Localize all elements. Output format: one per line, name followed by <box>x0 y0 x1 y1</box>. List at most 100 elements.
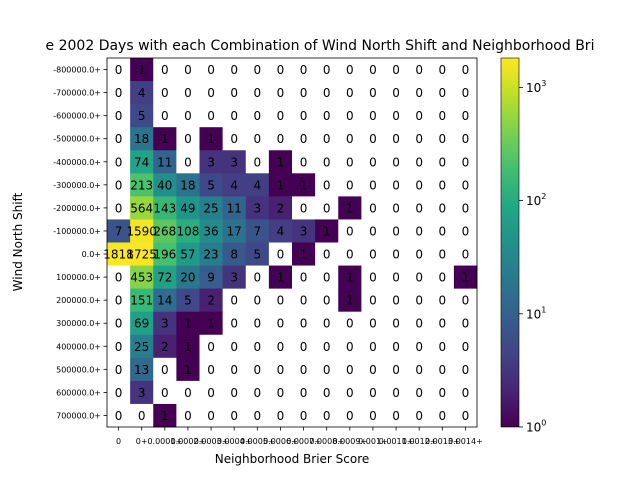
colorbar-tick-label: 100 <box>526 419 546 435</box>
cell-value-label: 0 <box>230 132 238 146</box>
cell-value-label: 0 <box>161 363 169 377</box>
heatmap-cell <box>361 334 385 359</box>
heatmap-cell <box>199 403 224 428</box>
heatmap-cell <box>315 150 339 174</box>
cell-value-label: 0 <box>184 86 192 100</box>
heatmap-cell <box>361 173 385 197</box>
heatmap-cell <box>292 380 316 405</box>
cell-value-label: 0 <box>323 155 331 169</box>
heatmap-cell <box>384 357 409 382</box>
cell-value-label: 0 <box>253 271 261 285</box>
cell-value-label: 0 <box>369 224 377 238</box>
cell-value-label: 0 <box>392 86 400 100</box>
heatmap-cell <box>453 58 478 82</box>
cell-value-label: 0 <box>392 363 400 377</box>
heatmap-cell <box>268 196 293 220</box>
heatmap-cell <box>338 242 362 266</box>
cell-value-label: 0 <box>392 132 400 146</box>
cell-value-label: 25 <box>203 201 218 215</box>
heatmap-cell <box>199 196 224 220</box>
heatmap-cell <box>222 219 247 243</box>
cell-value-label: 69 <box>134 317 149 331</box>
cell-value-label: 0 <box>184 63 192 77</box>
cell-value-label: 2 <box>161 340 169 354</box>
heatmap-cell <box>315 357 339 382</box>
heatmap-cell <box>430 265 455 290</box>
cell-value-label: 18 <box>134 132 149 146</box>
y-tick-label: 600000.0+ <box>56 388 101 397</box>
cell-value-label: 0 <box>392 409 400 423</box>
cell-value-label: 17 <box>227 224 242 238</box>
heatmap-cell <box>222 265 247 290</box>
heatmap-cell <box>153 196 177 220</box>
cell-value-label: 0 <box>438 109 446 123</box>
cell-value-label: 0 <box>462 132 470 146</box>
cell-value-label: 0 <box>462 409 470 423</box>
heatmap-cell <box>268 242 293 266</box>
cell-value-label: 0 <box>323 271 331 285</box>
cell-value-label: 0 <box>277 132 285 146</box>
cell-value-label: 0 <box>438 132 446 146</box>
x-tick-label: 0.0013+ <box>425 437 460 446</box>
heatmap-cell <box>222 81 247 105</box>
heatmap-cell <box>245 150 270 174</box>
cell-value-label: 0 <box>392 178 400 192</box>
cell-value-label: 0 <box>462 109 470 123</box>
cell-value-label: 0 <box>300 132 308 146</box>
heatmap-cell <box>315 173 339 197</box>
heatmap-cell <box>338 219 362 243</box>
heatmap-cell <box>199 104 224 128</box>
heatmap-cell <box>176 81 200 105</box>
colorbar-tick-label: 101 <box>526 305 546 321</box>
heatmap-cell <box>338 81 362 105</box>
heatmap-cell <box>107 311 131 336</box>
cell-value-label: 1 <box>277 271 285 285</box>
heatmap-cell <box>361 403 385 428</box>
cell-value-label: 72 <box>157 271 172 285</box>
heatmap-cell <box>153 104 177 128</box>
cell-value-label: 0 <box>207 409 215 423</box>
x-tick-label: 0.0007+ <box>286 437 321 446</box>
heatmap-cell <box>153 265 177 290</box>
cell-value-label: 0 <box>115 294 123 308</box>
heatmap-cell <box>384 104 409 128</box>
cell-value-label: 0 <box>438 86 446 100</box>
heatmap-cell <box>315 265 339 290</box>
heatmap-cell <box>268 219 293 243</box>
cell-value-label: 0 <box>207 340 215 354</box>
heatmap-cell <box>453 242 478 266</box>
heatmap-cell <box>407 334 432 359</box>
x-tick-label: 0.0005+ <box>240 437 275 446</box>
cell-value-label: 0 <box>346 178 354 192</box>
cell-value-label: 0 <box>462 63 470 77</box>
heatmap-cell <box>361 265 385 290</box>
heatmap-cell <box>430 58 455 82</box>
cell-value-label: 0 <box>462 201 470 215</box>
heatmap-cell <box>315 219 339 243</box>
heatmap-cell-labels: 0 1 0 0 0 0 0 0 0 0 0 0 0 0 0 00 4 0 0 0 0 0 0 0 0 0 0 0 0 0 00 5 0 0 0 0 0 0… <box>103 63 469 423</box>
cell-value-label: 0 <box>438 317 446 331</box>
heatmap-cell <box>384 334 409 359</box>
cell-value-label: 14 <box>157 294 172 308</box>
heatmap-cell <box>130 104 154 128</box>
cell-value-label: 4 <box>138 86 146 100</box>
heatmap-cell <box>222 150 247 174</box>
cell-value-label: 23 <box>203 248 218 262</box>
y-tick-label: -400000.0+ <box>53 158 101 167</box>
cell-value-label: 0 <box>438 201 446 215</box>
cell-value-label: 213 <box>130 178 153 192</box>
heatmap-cell <box>130 403 154 428</box>
cell-value-label: 0 <box>115 178 123 192</box>
heatmap-cell <box>407 311 432 336</box>
y-tick-label: -800000.0+ <box>53 66 101 75</box>
cell-value-label: 7 <box>253 224 261 238</box>
cell-value-label: 0 <box>161 86 169 100</box>
heatmap-cell <box>384 58 409 82</box>
cell-value-label: 1590 <box>126 224 157 238</box>
heatmap-cell <box>407 81 432 105</box>
heatmap-cell <box>153 403 177 428</box>
heatmap-cell <box>453 150 478 174</box>
x-tick-label: 0.0011+ <box>379 437 414 446</box>
heatmap-cell <box>407 403 432 428</box>
heatmap-cell <box>153 81 177 105</box>
